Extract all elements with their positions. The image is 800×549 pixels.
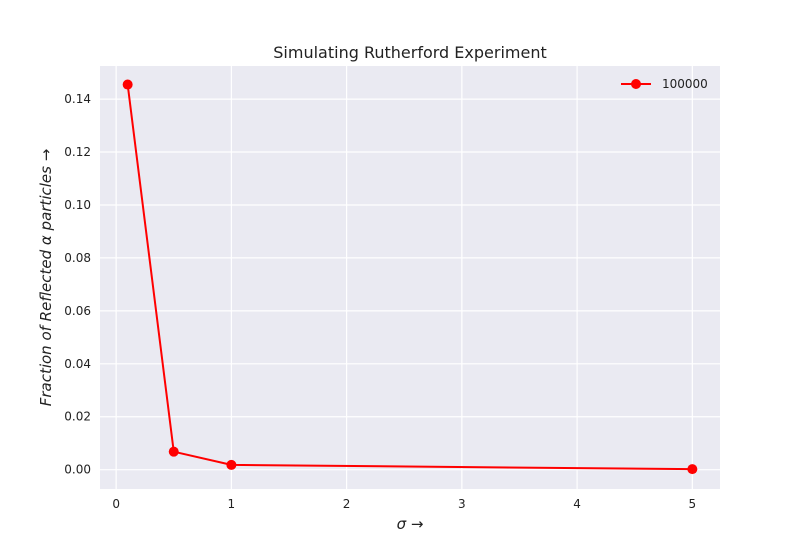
x-tick-label: 5 [689, 497, 697, 511]
y-tick-label: 0.10 [64, 198, 91, 212]
x-tick-label: 4 [573, 497, 581, 511]
data-point [687, 464, 698, 475]
y-tick-labels: 0.00 0.02 0.04 0.06 0.08 0.10 0.12 0.14 [64, 92, 91, 477]
legend-label: 100000 [662, 77, 708, 91]
data-point [122, 79, 133, 90]
x-tick-label: 2 [343, 497, 351, 511]
legend: 100000 [621, 77, 708, 91]
data-point [226, 459, 237, 470]
y-tick-label: 0.12 [64, 145, 91, 159]
x-axis-label: σ → [397, 515, 424, 533]
chart-title: Simulating Rutherford Experiment [273, 43, 546, 62]
x-tick-label: 0 [112, 497, 120, 511]
x-tick-label: 1 [228, 497, 236, 511]
y-tick-label: 0.02 [64, 410, 91, 424]
y-tick-label: 0.06 [64, 304, 91, 318]
y-tick-label: 0.08 [64, 251, 91, 265]
legend-marker [631, 79, 641, 89]
x-tick-labels: 0 1 2 3 4 5 [112, 497, 696, 511]
data-point [168, 446, 179, 457]
y-tick-label: 0.14 [64, 92, 91, 106]
series-layer [122, 79, 698, 475]
y-tick-label: 0.04 [64, 357, 91, 371]
series-line [126, 84, 693, 471]
x-tick-label: 3 [458, 497, 466, 511]
grid [100, 66, 720, 489]
y-tick-label: 0.00 [64, 463, 91, 477]
y-axis-label: Fraction of Reflected α particles → [37, 149, 55, 407]
plot-area [100, 66, 720, 489]
